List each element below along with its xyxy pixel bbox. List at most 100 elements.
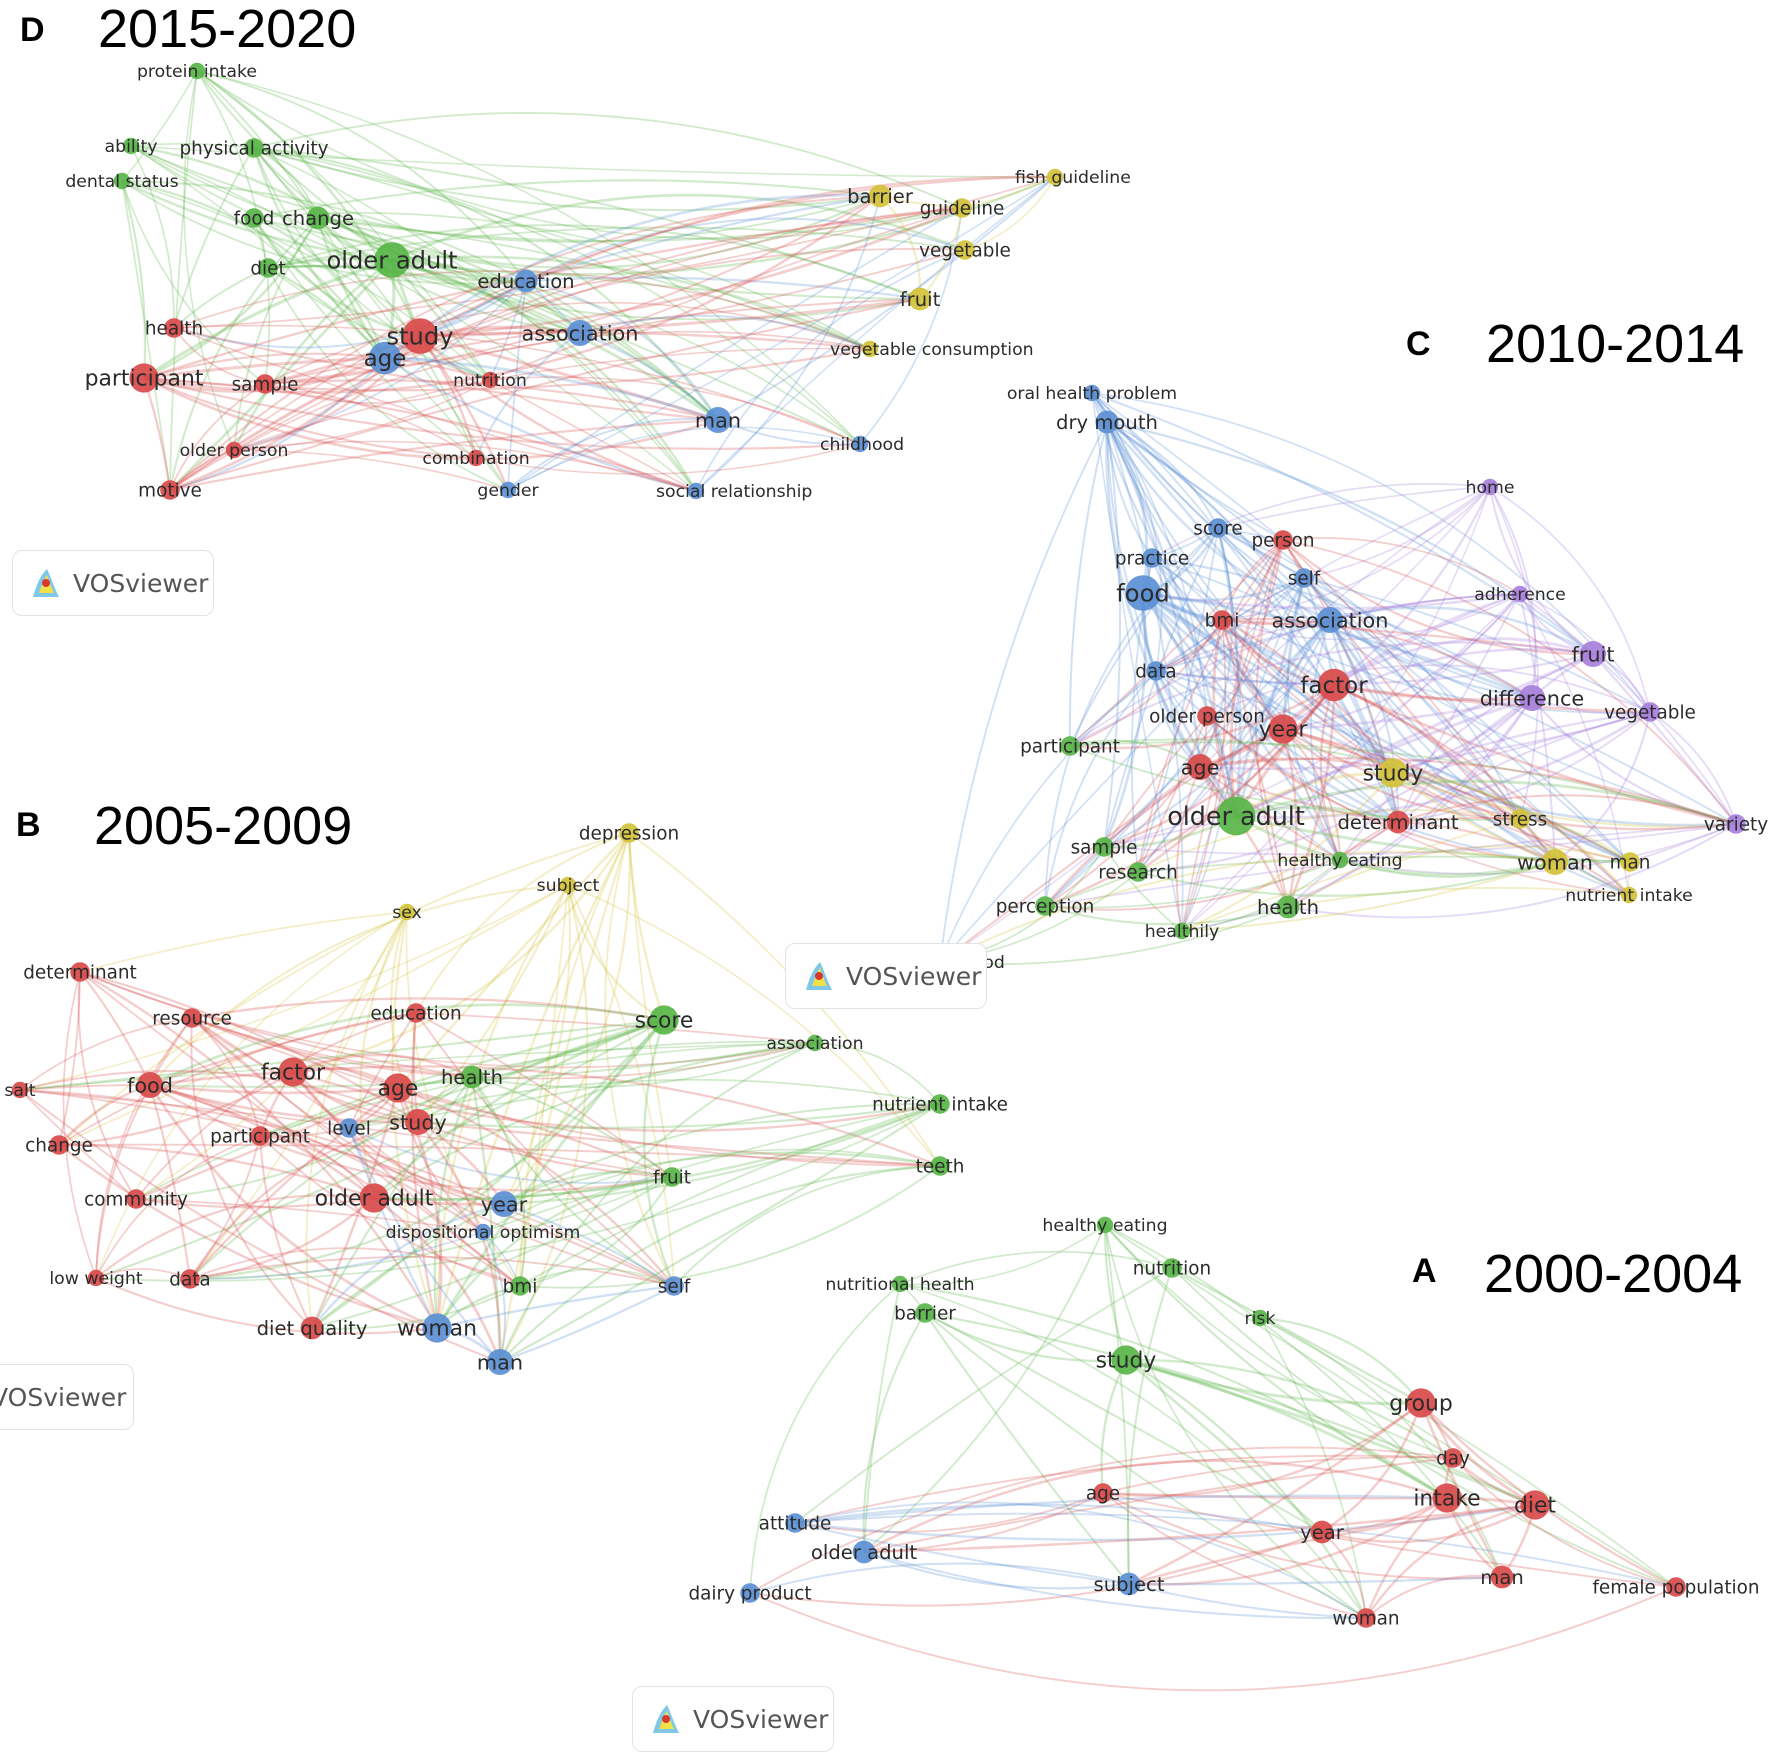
network-edge [1102, 1491, 1448, 1500]
node-label: food [234, 208, 275, 229]
network-edge [1235, 814, 1631, 864]
network-edge [899, 1250, 1173, 1285]
network-edge [1104, 1224, 1130, 1585]
node-label: data [169, 1269, 210, 1290]
network-edge [190, 1017, 313, 1329]
network-edge [1141, 592, 1238, 817]
network-edge [519, 1165, 941, 1289]
network-edge [525, 194, 881, 283]
network-edge [499, 884, 589, 1363]
edges-panel-b [19, 832, 941, 1364]
network-edge [149, 1070, 294, 1087]
network-edge [310, 1087, 400, 1329]
network-edge [1235, 779, 1737, 826]
network-edge [863, 1224, 1106, 1553]
node-label: fish guideline [1015, 168, 1131, 188]
network-edge [1235, 696, 1533, 818]
network-node [1111, 1345, 1141, 1375]
network-edge [191, 1017, 816, 1080]
network-edge [1128, 1575, 1503, 1586]
network-edge [1104, 1224, 1454, 1459]
network-node [1273, 530, 1293, 550]
network-node [306, 206, 330, 230]
network-edge [135, 1086, 399, 1201]
network-edge [1103, 823, 1737, 856]
node-label: motive [138, 480, 202, 501]
network-edge [1489, 486, 1594, 655]
network-edge [1103, 846, 1183, 932]
network-node [1356, 1608, 1376, 1628]
node-label: physical activity [179, 138, 328, 159]
network-edge [1181, 859, 1341, 932]
network-edge [503, 884, 571, 1205]
network-edge [489, 379, 697, 492]
node-label: subject [1093, 1573, 1164, 1596]
network-edge [1333, 683, 1533, 702]
network-node [1046, 168, 1064, 186]
node-label: sample [232, 374, 299, 395]
node-label: nutrition [453, 371, 527, 391]
network-edge [1329, 592, 1521, 621]
network-edge [95, 911, 408, 1279]
network-edge [79, 971, 151, 1086]
network-edge [1142, 592, 1737, 827]
network-node [250, 1126, 270, 1146]
network-node [705, 407, 731, 433]
network-edge [1151, 557, 1737, 825]
network-edge [566, 884, 665, 1021]
network-edge [373, 1175, 673, 1201]
network-edge [1199, 766, 1341, 861]
network-node [851, 435, 869, 453]
node-label: home [1466, 478, 1515, 498]
network-edge [1155, 669, 1335, 687]
network-edge [264, 379, 491, 404]
network-edge [348, 1012, 417, 1129]
network-edge [391, 255, 871, 351]
network-edge [189, 1231, 484, 1280]
network-edge [1333, 486, 1492, 686]
network-node [1096, 1216, 1114, 1234]
network-edge [79, 971, 521, 1287]
network-edge [79, 911, 408, 973]
network-edge [1128, 1583, 1367, 1620]
network-edge [482, 1148, 941, 1233]
network-edge [169, 357, 386, 492]
node-label: older person [180, 441, 289, 461]
network-edge [1519, 593, 1737, 825]
node-label: teeth [916, 1156, 965, 1177]
network-edge [417, 1018, 665, 1124]
network-edge [1282, 537, 1521, 595]
network-edge [1155, 618, 1331, 673]
network-edge [189, 1247, 521, 1287]
network-edge [121, 179, 386, 359]
network-edge [189, 1120, 419, 1280]
network-edge [1282, 696, 1533, 731]
network-node [1035, 896, 1055, 916]
network-edge [1519, 818, 1630, 896]
network-edge [397, 832, 630, 1089]
network-node [1510, 809, 1530, 829]
network-edge [95, 1019, 665, 1280]
network-edge [253, 147, 491, 381]
network-edge [899, 1283, 1367, 1619]
network-edge [419, 206, 963, 338]
network-edge [1125, 1359, 1323, 1533]
network-edge [348, 1127, 673, 1184]
network-edge [189, 1197, 375, 1281]
node-label: change [282, 207, 354, 230]
network-edge [519, 832, 630, 1287]
network-node [402, 318, 438, 354]
network-edge [489, 207, 963, 381]
network-edge [1137, 860, 1556, 897]
network-edge [436, 1175, 673, 1329]
network-edge [1105, 421, 1157, 672]
network-edge [1044, 727, 1284, 907]
network-edge [95, 1103, 941, 1282]
network-edge [347, 1127, 501, 1363]
network-edge [939, 906, 1289, 966]
network-edge [58, 1070, 294, 1147]
network-edge [503, 832, 631, 1205]
network-edge [1104, 1224, 1448, 1499]
network-edge [397, 1086, 675, 1287]
network-edge [267, 267, 491, 381]
